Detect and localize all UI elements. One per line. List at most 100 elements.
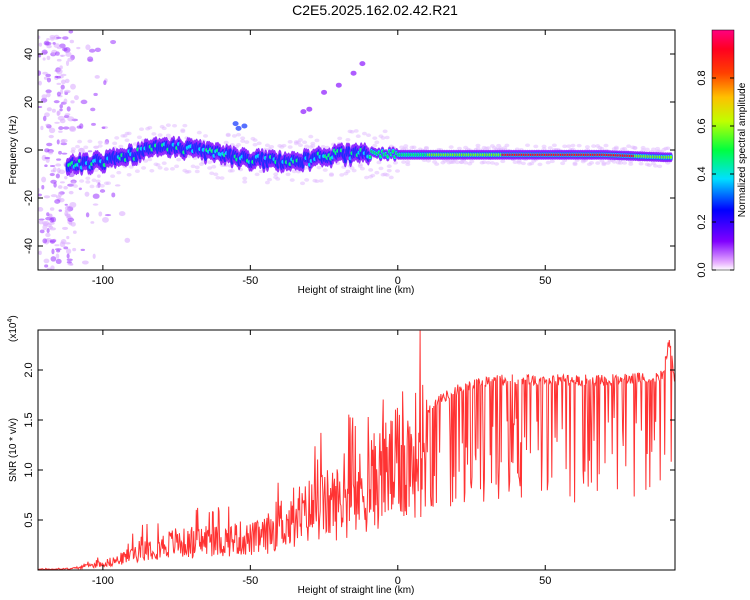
spectrogram-outlier-cell [359,61,366,67]
spectrogram-halo-cell [485,146,491,150]
spectrogram-halo-cell [172,123,178,128]
spectrogram-noise-cell [92,253,96,259]
spectrogram-halo-cell [165,123,171,128]
spectrogram-panel: -100 -50 0 50 -40 -20 0 20 40 Height of straigh… [8,29,676,296]
spectrogram-noise-cell [64,203,68,206]
spectrogram-noise-cell [55,258,62,265]
spectrogram-noise-cell [76,46,81,50]
spectrogram-noise-cell [46,55,51,61]
x-tick-label: 50 [539,575,551,587]
y-tick-label: -20 [23,190,35,206]
spectrogram-noise-cell [79,123,84,129]
spectrogram-noise-cell [51,108,56,113]
spectrogram-noise-cell [56,46,62,50]
spectrogram-noise-cell [48,134,54,139]
spectrogram-noise-cell [51,248,55,255]
spectrogram-noise-cell [93,92,98,97]
spectrogram-halo-cell [545,160,551,165]
spectrogram-halo-cell [79,179,85,183]
spectrogram-y-axis-label: Frequency (Hz) [8,116,19,185]
spectrogram-halo-cell [196,130,202,135]
spectrogram-noise-cell [85,44,91,51]
spectrogram-halo-cell [262,147,268,152]
snr-x-ticks: -100 -50 0 50 [92,330,551,587]
spectrogram-noise-cell [80,99,88,105]
spectrogram-halo-cell [622,161,628,165]
spectrogram-halo-cell [287,145,293,149]
spectrogram-noise-cell [41,154,47,161]
spectrogram-ridge-peak [386,155,390,158]
spectrogram-halo-cell [240,139,246,143]
spectrogram-halo-cell [134,169,140,174]
spectrogram-noise-cell [56,58,62,62]
spectrogram-noise-cell [48,127,56,134]
spectrogram-noise-cell [62,226,69,230]
spectrogram-halo-cell [256,141,262,146]
spectrogram-halo-cell [308,134,314,139]
y-tick-label: -40 [23,238,35,254]
y-tick-label: 1.5 [23,412,35,427]
spectrogram-noise-cell [42,238,48,244]
spectrogram-noise-cell [54,199,61,204]
spectrogram-noise-cell [59,108,63,112]
spectrogram-noise-cell [42,224,48,231]
y-tick-label: 40 [23,48,35,60]
spectrogram-halo-cell [95,179,101,184]
colorbar-tick-label: 0.6 [696,118,708,133]
spectrogram-noise-cell [97,174,101,178]
spectrogram-halo-cell [91,178,97,183]
spectrogram-noise-cell [84,191,90,197]
spectrogram-x-ticks: -100 -50 0 50 [92,30,551,287]
spectrogram-halo-cell [207,160,213,164]
spectrogram-halo-cell [70,147,76,151]
spectrogram-noise-cell [58,150,62,155]
spectrogram-noise-cell [57,191,63,197]
spectrogram-noise-cell [48,150,54,155]
y-tick-label: 1.0 [23,462,35,477]
x-tick-label: -100 [92,575,114,587]
spectrogram-noise-cell [124,237,131,243]
colorbar-tick-label: 0.2 [696,214,708,229]
spectrogram-halo-cell [85,176,91,181]
spectrogram-halo-cell [628,162,634,166]
spectrogram-halo-cell [562,144,568,149]
spectrogram-noise-cell [44,156,51,160]
spectrogram-noise-cell [59,118,66,124]
spectrogram-halo-cell [653,164,659,168]
spectrogram-halo-cell [163,167,169,171]
spectrogram-halo-cell [244,140,250,144]
spectrogram-noise-cell [62,126,70,130]
spectrogram-noise-cell [45,123,50,127]
spectrogram-halo-cell [155,163,161,167]
spectrogram-noise-cell [46,107,52,112]
spectrogram-noise-cell [104,214,112,217]
spectrogram-halo-cell [225,132,231,137]
spectrogram-halo-cell [370,173,376,178]
spectrogram-halo-cell [83,145,89,150]
spectrogram-halo-cell [502,146,508,150]
spectrogram-halo-cell [103,141,109,146]
spectrogram-noise-cell [70,100,75,104]
spectrogram-halo-cell [401,160,407,164]
spectrogram-outlier-cell [235,125,242,131]
spectrogram-halo-cell [617,161,623,165]
spectrogram-noise-cell [59,241,66,248]
snr-panel: -100 -50 0 50 0.5 1.0 1.5 2.0 Height of straig… [7,315,676,596]
colorbar: 0.0 0.2 0.4 0.6 0.8 Normalized spectral ampl… [696,29,748,278]
spectrogram-halo-cell [169,167,175,171]
spectrogram-halo-cell [149,168,155,173]
spectrogram-halo-cell [223,140,229,145]
snr-multiplier-exponent: 4 [7,319,14,323]
spectrogram-noise-cell [52,42,56,45]
spectrogram-halo-cell [194,165,200,170]
spectrogram-noise-cell [50,256,57,262]
spectrogram-noise-cell [56,167,61,174]
spectrogram-halo-cell [351,168,357,173]
spectrogram-noise-cell [59,104,63,109]
x-tick-label: 0 [395,275,401,287]
spectrogram-halo-cell [207,166,213,170]
spectrogram-halo-cell [304,144,310,149]
spectrogram-halo-cell [504,143,510,148]
spectrogram-halo-cell [382,129,388,134]
